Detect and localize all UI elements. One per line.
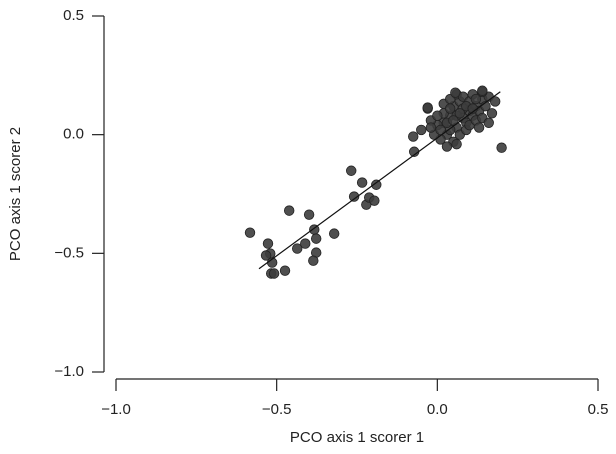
point — [268, 268, 280, 279]
y-tick-label: 0.5 — [63, 7, 84, 24]
y-tick-label: −1.0 — [54, 363, 84, 380]
point — [371, 179, 382, 190]
y-tick-label: −0.5 — [54, 244, 84, 261]
x-tick-label: −0.5 — [262, 401, 292, 418]
point — [483, 117, 494, 129]
point — [356, 177, 368, 188]
point — [422, 102, 433, 113]
point — [451, 138, 462, 150]
point — [348, 191, 360, 202]
x-axis-label: PCO axis 1 scorer 1 — [290, 429, 424, 446]
point — [450, 87, 461, 98]
point — [444, 103, 456, 114]
point — [435, 124, 446, 136]
point — [279, 265, 291, 276]
point — [448, 115, 459, 126]
point — [283, 205, 295, 216]
fit-line — [258, 91, 501, 270]
point — [432, 110, 443, 121]
point — [425, 122, 437, 133]
point — [473, 122, 485, 133]
point — [292, 243, 303, 254]
point — [300, 238, 311, 249]
point — [369, 195, 380, 206]
x-tick-label: 0.5 — [588, 401, 609, 418]
point — [489, 96, 501, 107]
point — [346, 165, 357, 176]
x-tick-label: −1.0 — [101, 401, 131, 418]
point — [310, 233, 322, 244]
point — [441, 141, 453, 152]
point — [244, 227, 256, 238]
point — [496, 142, 507, 153]
y-axis-label: PCO axis 1 scorer 2 — [7, 127, 24, 261]
point — [328, 228, 340, 239]
x-tick-label: 0.0 — [427, 401, 448, 418]
point — [416, 124, 427, 136]
point — [308, 255, 319, 266]
point — [486, 108, 498, 119]
point — [408, 131, 419, 142]
y-tick-label: 0.0 — [63, 126, 84, 143]
point — [303, 209, 315, 220]
point — [470, 93, 482, 105]
point — [477, 85, 488, 96]
point — [454, 108, 466, 119]
point — [260, 250, 272, 261]
point — [262, 238, 274, 249]
